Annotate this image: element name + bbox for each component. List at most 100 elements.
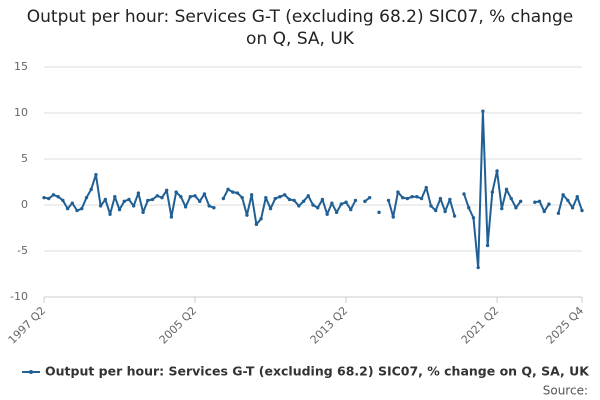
point	[570, 206, 575, 210]
x-tick-label: 2021 Q2	[459, 304, 502, 347]
point	[98, 204, 103, 208]
point	[448, 197, 452, 202]
y-tick-label: 0	[21, 198, 28, 211]
point	[391, 215, 395, 219]
point	[561, 193, 565, 197]
x-tick-label: 2013 Q2	[308, 304, 351, 347]
point	[471, 216, 476, 220]
point	[542, 209, 546, 214]
point	[320, 197, 325, 202]
point	[349, 207, 353, 212]
point	[65, 206, 70, 211]
point	[51, 193, 56, 197]
point	[325, 212, 329, 216]
point	[330, 201, 334, 205]
point	[410, 195, 414, 199]
point	[429, 204, 433, 208]
point	[481, 109, 485, 113]
point	[169, 215, 174, 219]
point	[424, 185, 428, 190]
x-tick-label: 1997 Q2	[6, 304, 49, 347]
point	[108, 212, 112, 216]
chart-title: Output per hour: Services G-T (excluding…	[26, 7, 574, 49]
point	[292, 198, 296, 203]
point	[179, 195, 183, 199]
point	[160, 195, 164, 200]
point	[419, 196, 424, 201]
point	[141, 210, 145, 215]
point	[103, 197, 108, 202]
point	[580, 208, 584, 213]
point	[226, 187, 230, 192]
point	[367, 195, 372, 200]
point	[127, 197, 131, 202]
point	[268, 206, 273, 211]
point	[202, 192, 207, 196]
point	[212, 206, 216, 210]
point	[344, 200, 348, 204]
series-line	[43, 110, 583, 269]
point	[547, 202, 551, 206]
point	[249, 193, 254, 197]
x-tick-label: 2005 Q2	[157, 304, 200, 347]
point	[566, 198, 570, 203]
point	[415, 195, 419, 199]
point	[75, 208, 79, 213]
point	[485, 243, 490, 248]
point	[183, 205, 188, 209]
point	[131, 204, 136, 208]
point	[264, 195, 268, 200]
point	[306, 194, 310, 198]
point	[146, 198, 150, 203]
point	[221, 196, 226, 201]
point	[311, 203, 315, 207]
point	[301, 199, 306, 204]
point	[438, 196, 443, 201]
point	[47, 196, 51, 201]
point	[42, 195, 46, 200]
point	[386, 198, 391, 203]
point	[56, 195, 60, 199]
y-tick-label: 15	[14, 60, 28, 73]
point	[467, 206, 471, 210]
point	[122, 199, 126, 204]
y-tick-label: -10	[10, 290, 28, 303]
point	[575, 195, 579, 199]
point	[339, 202, 344, 206]
point	[443, 209, 447, 214]
point	[165, 188, 169, 192]
point	[193, 194, 197, 198]
point	[509, 196, 513, 201]
point	[400, 195, 405, 200]
point	[556, 211, 561, 215]
point	[94, 172, 98, 177]
point	[282, 193, 287, 197]
point	[240, 195, 244, 200]
point	[504, 187, 509, 192]
point	[533, 200, 537, 204]
point	[254, 222, 259, 227]
legend-label: Output per hour: Services G-T (excluding…	[45, 364, 590, 379]
point	[377, 210, 381, 215]
point	[117, 207, 122, 212]
point	[89, 187, 93, 192]
point	[316, 206, 320, 210]
point	[80, 206, 84, 211]
point	[136, 191, 141, 195]
source: Source:	[543, 384, 588, 398]
point	[514, 206, 518, 210]
point	[231, 190, 235, 194]
point	[495, 169, 499, 173]
point	[518, 199, 523, 204]
point	[452, 214, 457, 218]
point	[61, 198, 65, 203]
point	[259, 217, 263, 221]
point	[155, 194, 159, 198]
point	[188, 195, 192, 199]
point	[434, 208, 438, 213]
legend-marker	[29, 370, 33, 374]
point	[490, 190, 495, 194]
y-tick-label: -5	[17, 244, 28, 257]
point	[273, 196, 277, 201]
x-tick-label: 2025 Q4	[544, 304, 587, 347]
